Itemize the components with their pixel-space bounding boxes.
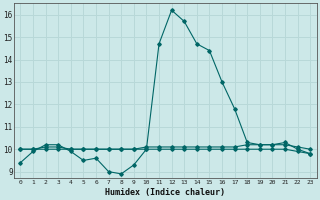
X-axis label: Humidex (Indice chaleur): Humidex (Indice chaleur)	[105, 188, 225, 197]
